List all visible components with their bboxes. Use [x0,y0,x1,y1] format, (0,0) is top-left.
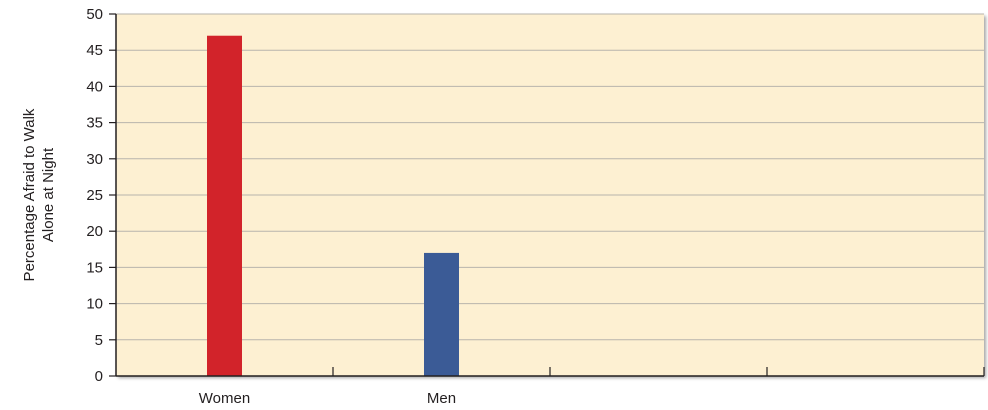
bar-women [207,35,242,376]
axes [109,13,985,377]
x-category-label: Men [427,390,456,407]
y-axis-label-line: Alone at Night [40,147,57,242]
y-tick-label: 20 [86,223,103,240]
y-tick-label: 30 [86,151,103,168]
y-tick-label: 10 [86,296,103,313]
y-tick-label: 25 [86,187,103,204]
y-axis-label-line: Percentage Afraid to Walk [21,108,38,281]
y-tick-label: 5 [95,332,103,349]
y-tick-label: 40 [86,78,103,95]
y-tick-label: 45 [86,42,103,59]
bars [207,35,459,376]
y-tick-label: 15 [86,259,103,276]
bar-men [424,252,459,376]
gridlines [116,13,984,341]
y-tick-label: 50 [86,6,103,23]
y-axis-label: Percentage Afraid to Walk Alone at Night [21,108,57,281]
x-category-labels: Women Men [199,390,456,407]
y-tick-label: 35 [86,115,103,132]
y-tick-labels: 0 5 10 15 20 25 30 35 40 45 50 [86,6,103,385]
x-category-label: Women [199,390,250,407]
y-tick-label: 0 [95,368,103,385]
